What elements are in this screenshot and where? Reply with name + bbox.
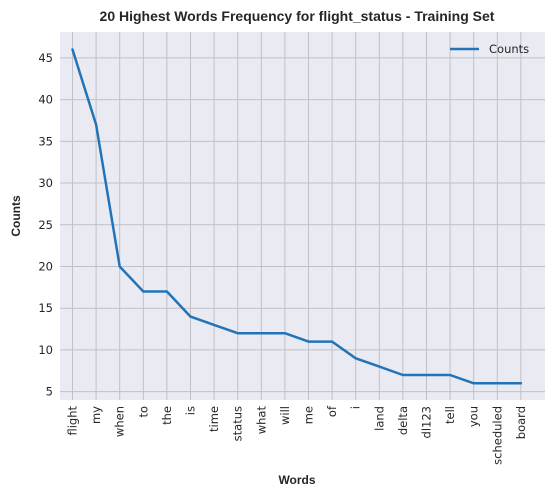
x-tick-label: board: [514, 406, 528, 439]
x-tick-label: i: [349, 406, 363, 409]
x-tick-label: delta: [396, 406, 410, 435]
x-tick-label: tell: [443, 406, 457, 424]
x-tick-label: what: [254, 406, 268, 435]
x-tick-label: scheduled: [490, 406, 504, 465]
y-tick-label: 25: [38, 218, 53, 232]
series-line-counts: [71, 48, 523, 385]
x-tick-label: my: [89, 406, 103, 424]
y-tick-label: 40: [38, 93, 53, 107]
x-tick-label: time: [207, 406, 221, 432]
x-tick-label: to: [136, 406, 150, 418]
x-tick-label: will: [278, 406, 292, 425]
x-tick-label: flight: [66, 406, 80, 436]
y-tick-label: 15: [38, 301, 53, 315]
y-axis-label: Counts: [9, 195, 23, 237]
legend-label: Counts: [489, 42, 529, 56]
y-tick-label: 5: [46, 385, 53, 399]
x-tick-label: you: [467, 406, 481, 427]
y-tick-label: 10: [38, 343, 53, 357]
y-tick-label: 45: [38, 51, 53, 65]
y-tick-label: 20: [38, 259, 53, 273]
x-tick-label: dl123: [420, 406, 434, 438]
plot-area: [60, 32, 545, 400]
x-tick-label: land: [372, 406, 386, 431]
x-tick-label: me: [302, 406, 316, 424]
y-tick-label: 30: [38, 176, 53, 190]
chart-title: 20 Highest Words Frequency for flight_st…: [100, 8, 495, 24]
legend: Counts: [450, 42, 529, 56]
x-tick-label: of: [325, 405, 339, 417]
x-tick-label: status: [231, 406, 245, 441]
y-tick-label: 35: [38, 134, 53, 148]
x-tick-label: when: [113, 406, 127, 437]
x-axis-label: Words: [278, 473, 315, 487]
x-tick-label: the: [160, 406, 174, 425]
x-tick-label: is: [184, 406, 198, 415]
